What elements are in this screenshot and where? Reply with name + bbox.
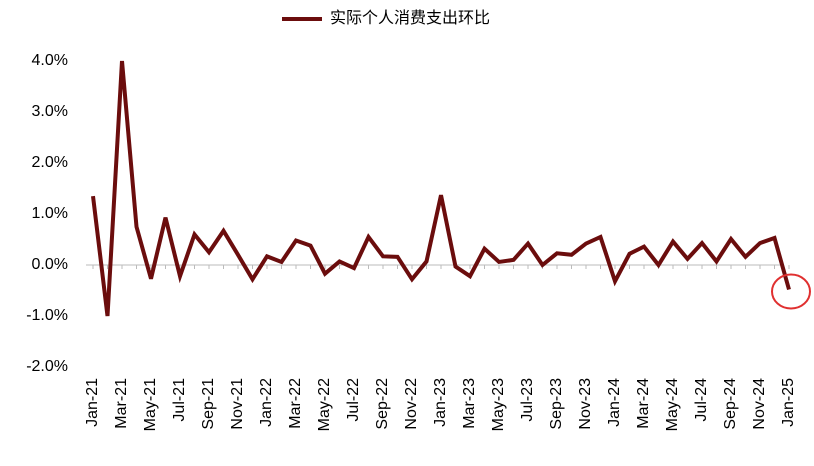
- y-tick-label: 0.0%: [32, 256, 68, 273]
- x-tick-label: Jan-24: [606, 378, 623, 427]
- x-tick-label: May-22: [316, 378, 333, 431]
- y-tick-label: -2.0%: [26, 358, 68, 375]
- x-tick-label: May-24: [664, 378, 681, 431]
- x-tick-label: Nov-24: [751, 378, 768, 430]
- x-tick-label: Mar-22: [287, 378, 304, 429]
- x-tick-label: Jan-25: [780, 378, 797, 427]
- x-tick-label: Jan-23: [432, 378, 449, 427]
- x-tick-label: Sep-22: [374, 378, 391, 430]
- x-tick-label: Sep-24: [722, 378, 739, 430]
- x-tick-label: Jul-22: [345, 378, 362, 422]
- x-tick-label: Jul-21: [171, 378, 188, 422]
- x-tick-label: Jan-21: [84, 378, 101, 427]
- x-tick-label: Jul-24: [693, 378, 710, 422]
- x-tick-label: May-23: [490, 378, 507, 431]
- line: [91, 60, 791, 317]
- x-tick-label: Mar-21: [113, 378, 130, 429]
- x-tick-label: Mar-23: [461, 378, 478, 429]
- y-tick-label: 2.0%: [32, 154, 68, 171]
- highlight-circle: [771, 273, 811, 310]
- x-tick-label: Jul-23: [519, 378, 536, 422]
- x-tick-label: Mar-24: [635, 378, 652, 429]
- x-tick-label: Sep-21: [200, 378, 217, 430]
- x-tick-label: Jan-22: [258, 378, 275, 427]
- y-tick-label: 1.0%: [32, 205, 68, 222]
- x-tick-label: Nov-21: [229, 378, 246, 430]
- x-tick-label: Sep-23: [548, 378, 565, 430]
- x-tick-label: Nov-22: [403, 378, 420, 430]
- legend-label: 实际个人消费支出环比: [330, 9, 490, 27]
- y-tick-label: 4.0%: [32, 52, 68, 69]
- y-tick-label: -1.0%: [26, 307, 68, 324]
- x-tick-label: Nov-23: [577, 378, 594, 430]
- y-tick-label: 3.0%: [32, 103, 68, 120]
- x-tick-label: May-21: [142, 378, 159, 431]
